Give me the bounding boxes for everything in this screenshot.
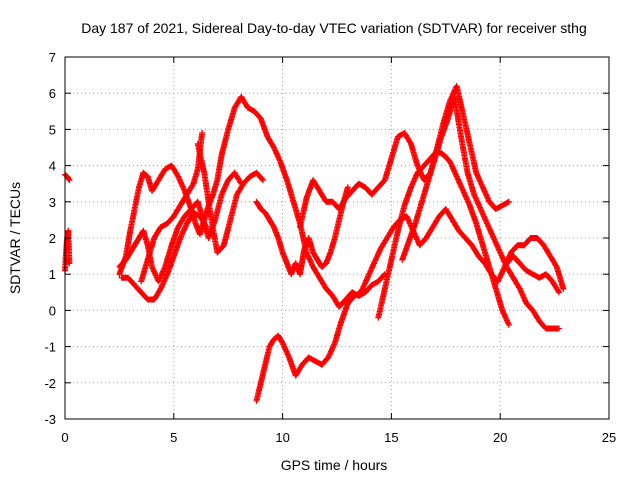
series-points (62, 227, 73, 274)
y-tick-label: -1 (44, 340, 56, 355)
series-points (399, 93, 562, 332)
x-tick-label: 15 (384, 430, 398, 445)
y-tick-label: 6 (49, 86, 56, 101)
series-points (118, 209, 210, 303)
x-tick-label: 25 (602, 430, 616, 445)
axis-ticks: 0 5 10 15 20 25 -3 -2 -1 0 1 2 3 4 5 6 7 (44, 50, 616, 445)
y-tick-label: 3 (49, 195, 56, 210)
series-arc-2 (62, 171, 73, 184)
series-points (116, 93, 388, 310)
y-tick-label: 1 (49, 267, 56, 282)
x-axis-label: GPS time / hours (281, 457, 388, 473)
y-tick-label: 2 (49, 231, 56, 246)
series-points (194, 140, 266, 256)
series-arc-13 (503, 253, 562, 296)
x-tick-label: 0 (61, 430, 68, 445)
y-tick-label: 7 (49, 50, 56, 65)
x-tick-label: 5 (170, 430, 177, 445)
series-arc-1 (62, 227, 73, 274)
series-arc-8 (253, 184, 351, 278)
series-arc-11 (375, 148, 512, 328)
x-tick-label: 20 (493, 430, 507, 445)
y-tick-label: -3 (44, 412, 56, 427)
series-points (253, 184, 351, 278)
series-arc-4 (116, 93, 388, 310)
series-arc-12 (399, 93, 562, 332)
series-arc-5 (118, 209, 210, 303)
series-points (375, 148, 512, 328)
data-marks (62, 83, 567, 404)
y-tick-label: -2 (44, 376, 56, 391)
series-arc-7 (194, 140, 266, 256)
chart-title: Day 187 of 2021, Sidereal Day-to-day VTE… (81, 20, 587, 36)
y-tick-label: 4 (49, 159, 56, 174)
series-points (62, 171, 73, 184)
x-tick-label: 10 (275, 430, 289, 445)
series-points (503, 253, 562, 296)
y-tick-label: 5 (49, 122, 56, 137)
y-tick-label: 0 (49, 303, 56, 318)
y-axis-label: SDTVAR / TECUs (7, 182, 23, 294)
